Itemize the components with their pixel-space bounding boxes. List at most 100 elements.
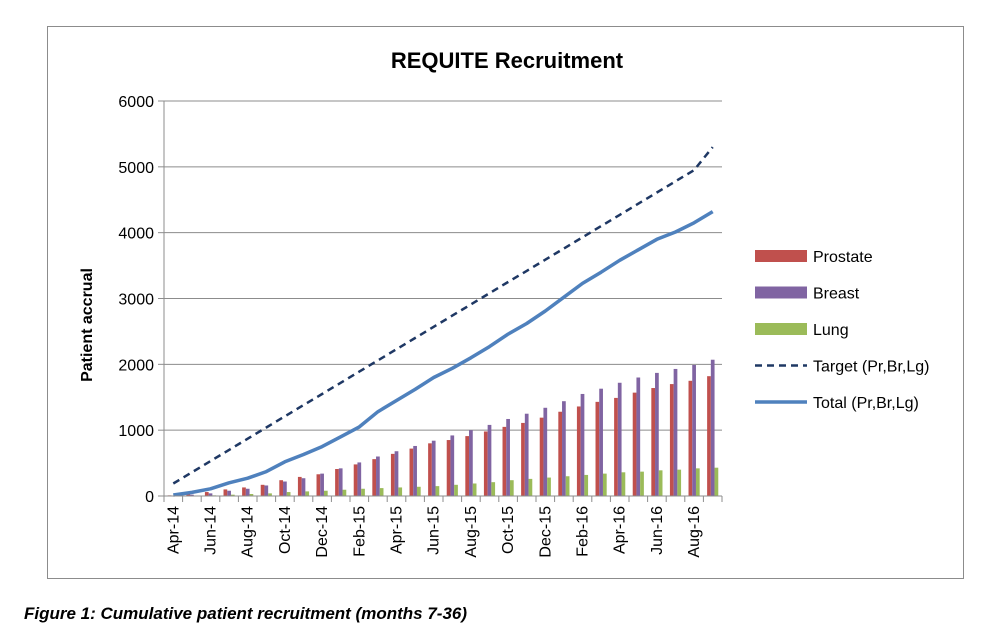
- bar-breast: [617, 382, 622, 496]
- x-tick-label: Apr-14: [165, 506, 182, 554]
- bar-prostate: [502, 426, 507, 496]
- bar-prostate: [223, 489, 228, 496]
- bar-breast: [450, 435, 455, 496]
- bar-lung: [361, 488, 365, 496]
- figure-caption: Figure 1: Cumulative patient recruitment…: [24, 604, 468, 623]
- bar-breast: [338, 468, 343, 496]
- bar-prostate: [316, 474, 321, 496]
- bar-prostate: [483, 431, 488, 496]
- y-tick-label: 6000: [118, 94, 154, 111]
- bar-breast: [580, 393, 585, 496]
- bar-prostate: [539, 417, 544, 496]
- bar-breast: [357, 462, 362, 496]
- bar-prostate: [669, 384, 674, 496]
- bar-breast: [264, 485, 269, 496]
- bars-layer: [167, 359, 719, 496]
- bar-lung: [342, 489, 347, 496]
- bar-prostate: [242, 487, 246, 496]
- bar-breast: [636, 377, 641, 496]
- bar-prostate: [632, 392, 637, 496]
- bar-breast: [431, 440, 436, 496]
- legend-label-breast: Breast: [813, 286, 860, 303]
- bar-prostate: [446, 440, 451, 496]
- x-tick-label: Oct-14: [277, 506, 294, 554]
- bar-lung: [472, 483, 477, 496]
- bar-lung: [528, 478, 533, 496]
- y-tick-label: 1000: [118, 423, 154, 440]
- bar-breast: [506, 418, 510, 496]
- bar-breast: [673, 368, 678, 496]
- x-tick-label: Jun-14: [203, 506, 220, 555]
- bar-breast: [301, 478, 306, 496]
- bar-breast: [376, 456, 380, 496]
- x-tick-label: Aug-15: [463, 506, 480, 558]
- x-tick-label: Apr-16: [612, 506, 629, 554]
- bar-prostate: [260, 484, 265, 496]
- bar-prostate: [688, 380, 693, 496]
- x-tick-label: Oct-15: [500, 506, 517, 554]
- bar-breast: [692, 364, 696, 496]
- legend-label-prostate: Prostate: [813, 249, 873, 266]
- x-tick-label: Jun-16: [649, 506, 666, 555]
- bar-lung: [230, 494, 235, 496]
- bar-breast: [413, 445, 417, 496]
- bar-lung: [658, 470, 663, 496]
- bar-breast: [245, 488, 250, 496]
- bar-lung: [398, 487, 403, 496]
- y-tick-label: 2000: [118, 357, 154, 374]
- bar-breast: [655, 372, 659, 496]
- chart-svg: REQUITE Recruitment Patient accrual 0 100…: [79, 48, 930, 558]
- bar-breast: [487, 424, 492, 496]
- legend-swatch-lung: [755, 323, 807, 335]
- bar-prostate: [558, 411, 563, 496]
- bar-lung: [714, 467, 719, 496]
- x-tick-label: Jun-15: [426, 506, 443, 555]
- bar-lung: [286, 492, 291, 496]
- legend: Prostate Breast Lung Target (Pr,Br,Lg) Total…: [755, 249, 930, 412]
- bar-breast: [208, 493, 213, 496]
- bar-breast: [599, 388, 603, 496]
- bar-prostate: [465, 436, 470, 496]
- bar-breast: [283, 481, 287, 496]
- bar-breast: [320, 473, 324, 496]
- bar-breast: [469, 430, 473, 496]
- bar-lung: [695, 468, 700, 496]
- legend-swatch-breast: [755, 286, 807, 299]
- bar-prostate: [186, 494, 191, 496]
- bar-prostate: [390, 453, 395, 496]
- bar-lung: [379, 488, 384, 496]
- bar-lung: [249, 494, 254, 496]
- bar-prostate: [707, 376, 711, 496]
- bar-prostate: [335, 469, 339, 496]
- x-tick-label: Aug-16: [686, 506, 703, 558]
- grid-layer: [164, 100, 722, 431]
- chart-frame: REQUITE Recruitment Patient accrual 0 100…: [47, 26, 964, 579]
- line-target-pr-br-lg-: [172, 146, 714, 485]
- bar-lung: [509, 480, 514, 496]
- bar-lung: [565, 476, 570, 496]
- x-tick-label: Dec-15: [537, 506, 554, 558]
- bar-prostate: [409, 448, 414, 496]
- bar-lung: [602, 473, 607, 496]
- y-axis-label: Patient accrual: [79, 268, 96, 382]
- y-tick-label: 4000: [118, 226, 154, 243]
- bar-lung: [547, 477, 551, 496]
- bar-breast: [562, 401, 566, 496]
- legend-swatch-prostate: [755, 250, 807, 262]
- bar-lung: [323, 490, 328, 496]
- bar-prostate: [595, 401, 600, 496]
- bar-prostate: [297, 476, 302, 496]
- bar-prostate: [372, 459, 377, 496]
- chart-title: REQUITE Recruitment: [391, 48, 624, 73]
- bar-breast: [227, 490, 231, 496]
- bar-breast: [543, 407, 548, 496]
- bar-lung: [491, 482, 496, 496]
- legend-label-total-pr-br-lg-: Total (Pr,Br,Lg): [813, 395, 919, 412]
- legend-label-target-pr-br-lg-: Target (Pr,Br,Lg): [813, 359, 930, 376]
- bar-lung: [640, 471, 644, 496]
- bar-breast: [710, 359, 715, 496]
- bar-prostate: [614, 397, 618, 496]
- bar-lung: [677, 469, 682, 496]
- axes-layer: 0 1000 2000 3000 4000 5000 6000 Apr-14 Jun-14 Aug…: [118, 94, 723, 558]
- bar-lung: [435, 486, 440, 496]
